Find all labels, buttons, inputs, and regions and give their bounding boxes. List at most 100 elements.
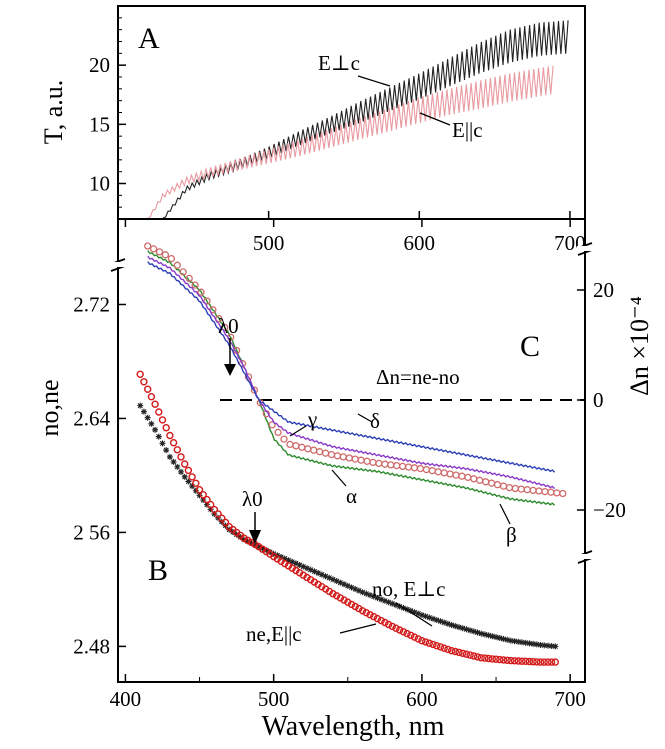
alpha-label: α [346,484,357,508]
point-beta [155,248,164,256]
point-no-e-perp-c [244,538,251,545]
point-beta [529,486,537,495]
point-ne-e-par-c [470,652,478,660]
point-no-e-perp-c [289,558,296,565]
gamma-label: γ [307,407,317,431]
point-beta [173,261,181,269]
annotation-e-par-c: E||c [452,118,483,142]
point-beta [387,461,395,469]
point-no-e-perp-c [463,626,470,633]
point-ne-e-par-c [329,590,337,598]
point-ne-e-par-c [473,653,482,661]
point-ne-e-par-c [336,594,345,602]
point-ne-e-par-c [514,657,522,665]
point-ne-e-par-c [373,614,382,623]
panel-a-series [147,20,569,219]
point-beta [310,446,318,454]
arrow-e-perp-c [357,75,391,87]
point-ne-e-par-c [355,604,363,613]
point-no-e-perp-c [255,543,262,550]
b-xtick-label: 600 [406,687,438,711]
point-no-e-perp-c [329,576,336,583]
point-beta [511,484,519,493]
point-ne-e-par-c [551,658,559,666]
point-no-e-perp-c [252,541,259,548]
b-ytick-label: 2.64 [73,406,110,430]
point-no-e-perp-c [259,545,266,552]
point-no-e-perp-c [518,639,525,646]
point-beta [339,453,347,461]
point-ne-e-par-c [496,655,504,664]
point-beta [375,459,383,468]
a-ytick-label: 10 [89,172,110,196]
axis-break-marks [110,242,593,564]
point-no-e-perp-c [333,578,340,585]
legend-ne-par: ne,E||c [246,622,302,646]
point-ne-e-par-c [462,650,471,658]
point-ne-e-par-c [403,629,411,638]
point-ne-e-par-c [192,479,200,487]
panel-bc-frame [117,218,586,683]
point-ne-e-par-c [529,658,537,666]
point-beta [351,455,359,463]
gamma-arrow [289,425,307,437]
point-ne-e-par-c [243,536,252,544]
point-no-e-perp-c [337,579,344,586]
point-no-e-perp-c [548,643,555,650]
point-no-e-perp-c [281,555,288,562]
point-ne-e-par-c [540,658,548,666]
delta-label: δ [370,409,380,433]
point-beta [381,460,389,468]
point-ne-e-par-c [518,657,526,665]
point-no-e-perp-c [422,613,429,620]
lambda0-arrowhead-b [249,530,261,544]
legend-no-perp: no, E⊥c [372,577,445,601]
point-ne-e-par-c [214,510,222,518]
point-no-e-perp-c [507,637,514,644]
point-beta [244,373,253,381]
point-no-e-perp-c [452,623,459,630]
point-beta [440,469,448,477]
point-beta [452,471,460,479]
point-ne-e-par-c [507,656,515,665]
point-no-e-perp-c [311,568,318,575]
point-no-e-perp-c [481,631,488,638]
point-ne-e-par-c [459,649,467,657]
a-ytick-label: 20 [89,53,110,77]
b-ytick-label: 2.72 [73,292,110,316]
point-beta [523,486,531,494]
point-ne-e-par-c [377,616,385,625]
point-beta [464,473,472,482]
point-no-e-perp-c [496,635,503,642]
point-ne-e-par-c [155,408,163,416]
point-beta [458,472,466,480]
point-no-e-perp-c [537,641,544,648]
point-no-e-perp-c [170,458,177,465]
point-ne-e-par-c [410,633,419,641]
point-beta [422,465,431,474]
point-no-e-perp-c [392,602,399,609]
point-beta [274,428,282,437]
point-no-e-perp-c [292,560,299,567]
panel-c-label: C [520,330,540,363]
point-ne-e-par-c [340,596,348,604]
beta-label: β [506,523,517,547]
annotation-e-perp-c: E⊥c [318,51,360,75]
point-no-e-perp-c [541,642,548,649]
point-ne-e-par-c [362,609,370,617]
point-no-e-perp-c [322,573,329,580]
point-no-e-perp-c [504,636,511,643]
point-beta [559,489,567,498]
point-ne-e-par-c [203,495,211,504]
point-no-e-perp-c [515,638,522,645]
point-no-e-perp-c [155,433,162,440]
point-ne-e-par-c [407,631,415,639]
point-no-e-perp-c [174,463,181,470]
point-ne-e-par-c [143,385,152,393]
point-no-e-perp-c [196,492,203,499]
point-no-e-perp-c [215,514,222,521]
point-beta [315,448,324,456]
point-beta [393,461,401,470]
point-ne-e-par-c [169,439,178,447]
point-ne-e-par-c [433,642,441,650]
